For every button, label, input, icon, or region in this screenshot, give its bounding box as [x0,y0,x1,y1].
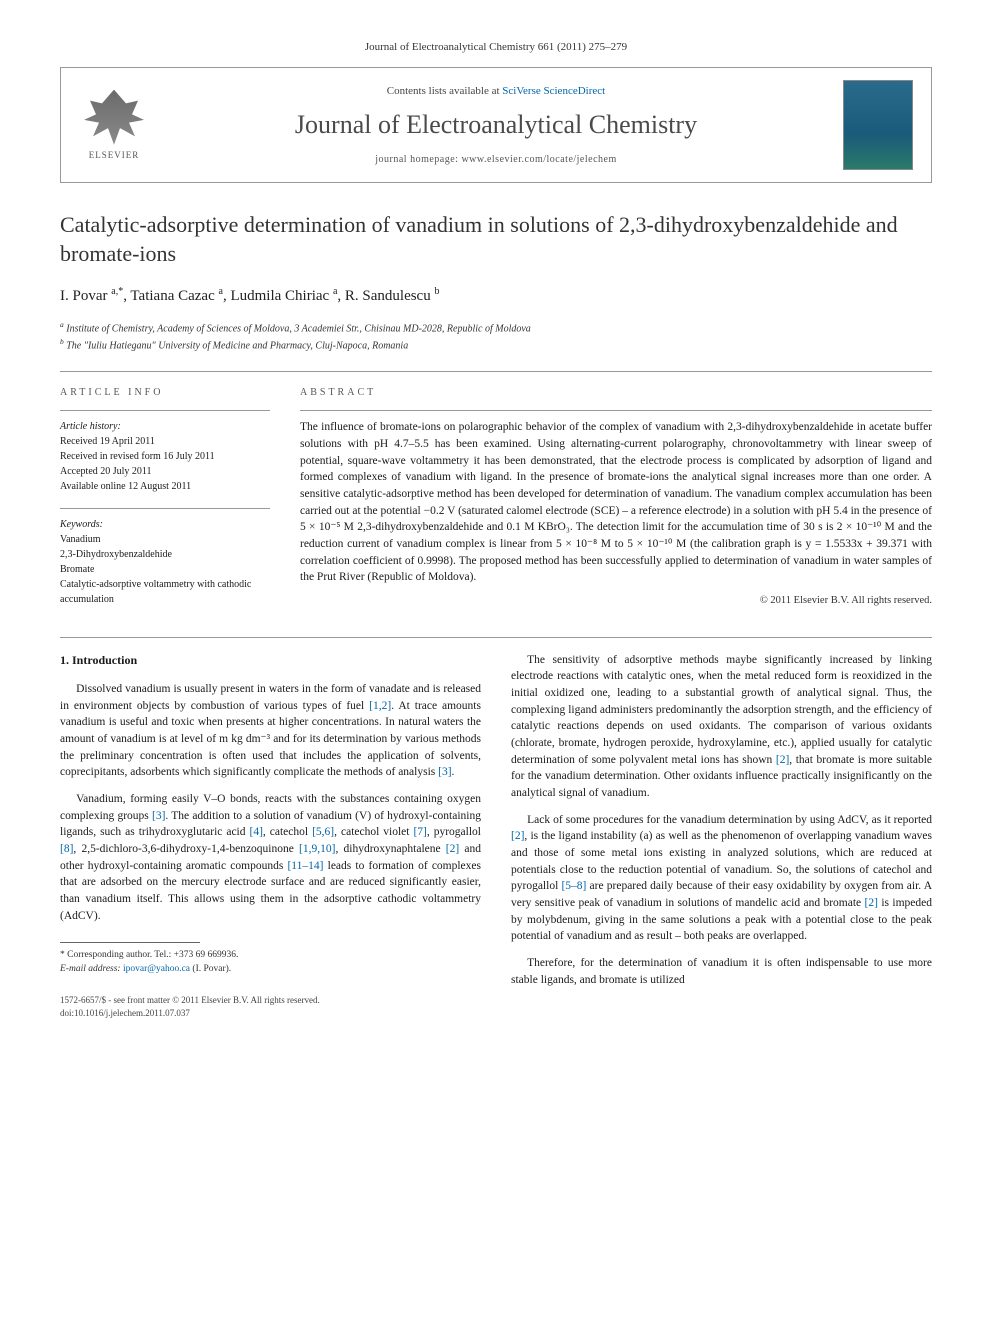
ref-citation[interactable]: [1,2] [369,700,391,712]
email-line: E-mail address: ipovar@yahoo.ca (I. Pova… [60,963,481,976]
ref-citation[interactable]: [2] [865,897,878,909]
affiliation-line: b The "Iuliu Hatieganu" University of Me… [60,336,932,353]
homepage-url[interactable]: www.elsevier.com/locate/jelechem [461,154,616,165]
keyword-line: Vanadium [60,532,270,547]
keyword-line: 2,3-Dihydroxybenzaldehide [60,547,270,562]
body-paragraph: Lack of some procedures for the vanadium… [511,812,932,945]
footer-block: 1572-6657/$ - see front matter © 2011 El… [60,994,481,1019]
history-line: Available online 12 August 2011 [60,479,270,494]
authors-line: I. Povar a,*, Tatiana Cazac a, Ludmila C… [60,285,932,307]
ref-citation[interactable]: [2] [776,754,789,766]
ref-citation[interactable]: [3] [438,766,451,778]
abstract-text: The influence of bromate-ions on polarog… [300,419,932,586]
journal-header-box: ELSEVIER Contents lists available at Sci… [60,67,932,183]
ref-citation[interactable]: [2] [446,843,459,855]
history-line: Received in revised form 16 July 2011 [60,449,270,464]
body-paragraph: Dissolved vanadium is usually present in… [60,681,481,781]
email-label: E-mail address: [60,964,121,974]
footnote-block: * Corresponding author. Tel.: +373 69 66… [60,949,481,976]
history-line: Received 19 April 2011 [60,434,270,449]
ref-citation[interactable]: [5–8] [561,880,586,892]
divider-top [60,371,932,372]
corresponding-author-line: * Corresponding author. Tel.: +373 69 66… [60,949,481,962]
footnote-separator [60,942,200,943]
footer-doi: doi:10.1016/j.jelechem.2011.07.037 [60,1007,481,1020]
ref-citation[interactable]: [11–14] [287,860,323,872]
affiliations: a Institute of Chemistry, Academy of Sci… [60,319,932,354]
abstract-heading: ABSTRACT [300,386,932,400]
abstract-column: ABSTRACT The influence of bromate-ions o… [300,386,932,608]
ref-citation[interactable]: [7] [413,826,426,838]
header-center: Contents lists available at SciVerse Sci… [169,84,823,168]
elsevier-logo: ELSEVIER [79,85,149,165]
article-title: Catalytic-adsorptive determination of va… [60,211,932,268]
body-paragraph: The sensitivity of adsorptive methods ma… [511,652,932,802]
elsevier-tree-icon [84,90,144,145]
divider-info [60,410,270,411]
divider-keywords [60,508,270,509]
abstract-copyright: © 2011 Elsevier B.V. All rights reserved… [300,594,932,609]
ref-citation[interactable]: [2] [511,830,524,842]
body-columns: 1. Introduction Dissolved vanadium is us… [60,652,932,1020]
email-name: (I. Povar). [192,964,231,974]
section-heading-intro: 1. Introduction [60,652,481,669]
sciencedirect-link[interactable]: SciVerse ScienceDirect [502,85,605,97]
body-paragraph: Therefore, for the determination of vana… [511,955,932,988]
ref-citation[interactable]: [3] [152,810,165,822]
history-line: Accepted 20 July 2011 [60,464,270,479]
article-history-block: Article history: Received 19 April 2011R… [60,419,270,494]
elsevier-brand-text: ELSEVIER [89,149,140,162]
ref-citation[interactable]: [4] [250,826,263,838]
keyword-line: Bromate [60,562,270,577]
keyword-line: Catalytic-adsorptive voltammetry with ca… [60,577,270,607]
journal-cover-thumbnail [843,80,913,170]
journal-name: Journal of Electroanalytical Chemistry [169,107,823,143]
divider-abstract [300,410,932,411]
article-info-heading: ARTICLE INFO [60,386,270,400]
info-abstract-row: ARTICLE INFO Article history: Received 1… [60,386,932,608]
keywords-block: Keywords: Vanadium2,3-Dihydroxybenzaldeh… [60,517,270,607]
header-citation: Journal of Electroanalytical Chemistry 6… [60,40,932,55]
divider-body [60,637,932,638]
footer-front-matter: 1572-6657/$ - see front matter © 2011 El… [60,994,481,1007]
ref-citation[interactable]: [1,9,10] [299,843,335,855]
keywords-label: Keywords: [60,517,270,532]
journal-homepage-line: journal homepage: www.elsevier.com/locat… [169,153,823,167]
history-label: Article history: [60,419,270,434]
body-paragraph: Vanadium, forming easily V–O bonds, reac… [60,791,481,924]
body-right-column: The sensitivity of adsorptive methods ma… [511,652,932,1020]
email-link[interactable]: ipovar@yahoo.ca [123,964,190,974]
article-info-column: ARTICLE INFO Article history: Received 1… [60,386,270,608]
ref-citation[interactable]: [5,6] [312,826,334,838]
contents-available-line: Contents lists available at SciVerse Sci… [169,84,823,99]
homepage-prefix: journal homepage: [375,154,461,165]
contents-prefix: Contents lists available at [387,85,502,97]
body-left-column: 1. Introduction Dissolved vanadium is us… [60,652,481,1020]
ref-citation[interactable]: [8] [60,843,73,855]
affiliation-line: a Institute of Chemistry, Academy of Sci… [60,319,932,336]
